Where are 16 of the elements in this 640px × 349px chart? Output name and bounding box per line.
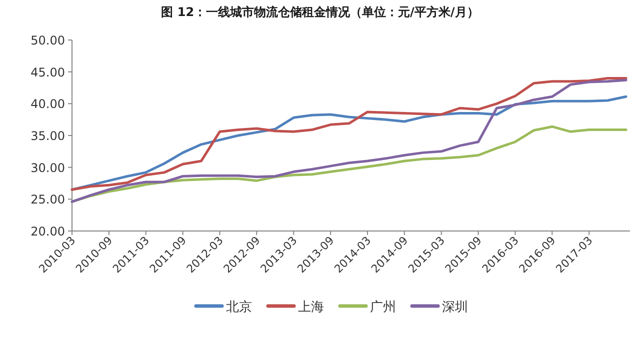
y-tick-label: 30.00 <box>30 160 65 175</box>
legend-label: 广州 <box>370 300 396 315</box>
legend-上海: 上海 <box>266 300 324 315</box>
legend-广州: 广州 <box>338 300 396 315</box>
y-tick-label: 35.00 <box>30 129 65 143</box>
legend-label: 北京 <box>226 300 252 315</box>
legend-label: 深圳 <box>442 300 468 315</box>
y-tick-label: 45.00 <box>30 65 65 80</box>
legend-北京: 北京 <box>194 300 252 315</box>
y-tick-label: 40.00 <box>30 97 65 112</box>
legend-label: 上海 <box>298 300 324 315</box>
legend-深圳: 深圳 <box>410 300 468 315</box>
y-tick-label: 20.00 <box>30 224 65 238</box>
y-tick-label: 25.00 <box>30 192 65 207</box>
y-tick-label: 50.00 <box>30 34 65 48</box>
chart-title: 图 12：一线城市物流仓储租金情况（单位：元/平方米/月） <box>161 5 479 19</box>
